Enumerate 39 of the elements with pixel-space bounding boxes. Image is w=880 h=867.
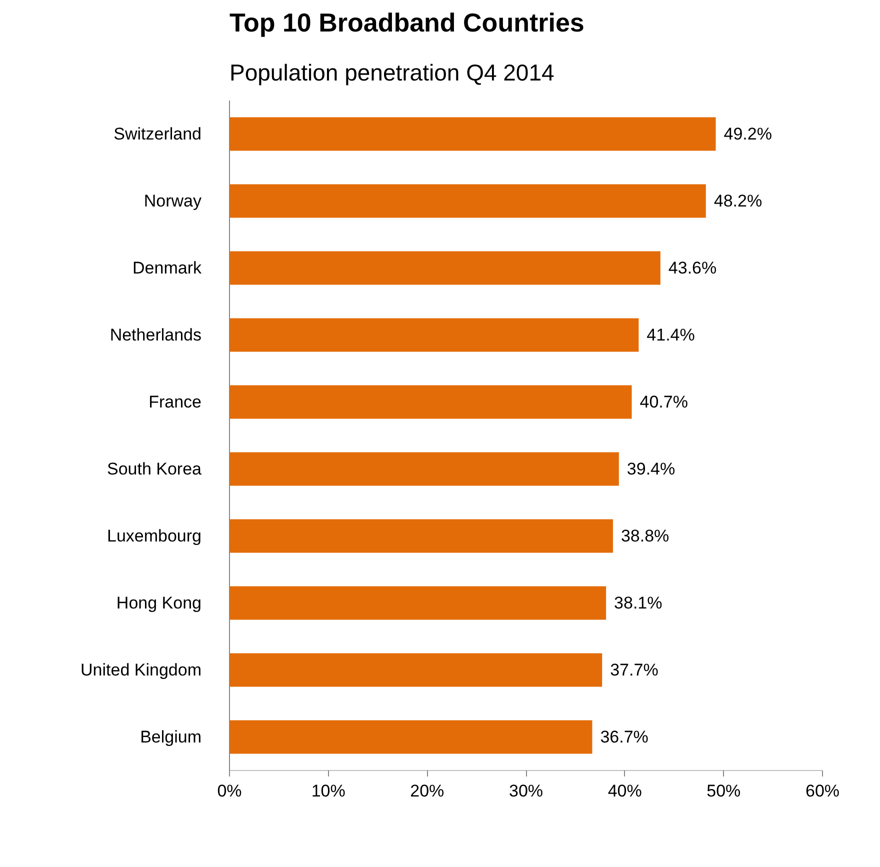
y-tick-label: Luxembourg <box>106 526 202 546</box>
data-label: 38.8% <box>620 526 670 546</box>
bar <box>230 586 606 620</box>
data-label: 41.4% <box>646 326 695 344</box>
x-tick-label: 50% <box>706 782 741 800</box>
bar <box>230 720 592 754</box>
x-tick-label: 30% <box>508 782 544 800</box>
y-tick-label: Netherlands <box>110 326 202 344</box>
y-tick-label: South Korea <box>106 460 202 478</box>
y-tick-label: Switzerland <box>114 124 202 144</box>
x-tick-label: 40% <box>608 782 642 800</box>
bar <box>230 117 716 151</box>
data-label: 38.1% <box>614 594 662 612</box>
bar <box>230 452 619 486</box>
y-tick-label: Hong Kong <box>116 594 202 612</box>
y-tick-label: Denmark <box>132 258 202 278</box>
bar <box>230 184 706 218</box>
y-tick-label: France <box>148 392 202 412</box>
bar <box>230 385 632 419</box>
data-label: 48.2% <box>714 192 762 210</box>
bar <box>230 519 613 553</box>
chart-title: Top 10 Broadband Countries <box>230 8 584 38</box>
data-label: 37.7% <box>610 660 658 680</box>
data-label: 36.7% <box>600 728 648 746</box>
data-label: 39.4% <box>626 460 676 478</box>
x-tick-label: 20% <box>410 782 444 800</box>
y-tick-label: Norway <box>144 192 202 210</box>
data-label: 43.6% <box>668 258 717 278</box>
chart-subtitle: Population penetration Q4 2014 <box>230 60 555 86</box>
bar <box>230 653 602 687</box>
x-tick-label: 0% <box>217 782 242 800</box>
x-tick-label: 60% <box>805 782 840 800</box>
y-tick-label: United Kingdom <box>80 660 202 680</box>
y-tick-label: Belgium <box>140 728 202 746</box>
data-label: 49.2% <box>724 124 772 144</box>
bar <box>230 251 660 285</box>
data-label: 40.7% <box>640 392 688 412</box>
x-tick-label: 10% <box>311 782 346 800</box>
bar <box>230 318 639 352</box>
